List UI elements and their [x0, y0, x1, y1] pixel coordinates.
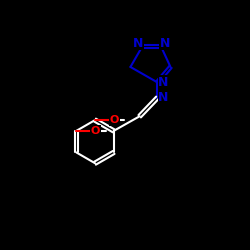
Text: N: N: [133, 36, 143, 50]
Text: O: O: [110, 115, 119, 125]
Text: N: N: [158, 76, 169, 89]
Text: N: N: [158, 91, 169, 104]
Text: O: O: [91, 126, 100, 136]
Text: N: N: [160, 36, 170, 50]
